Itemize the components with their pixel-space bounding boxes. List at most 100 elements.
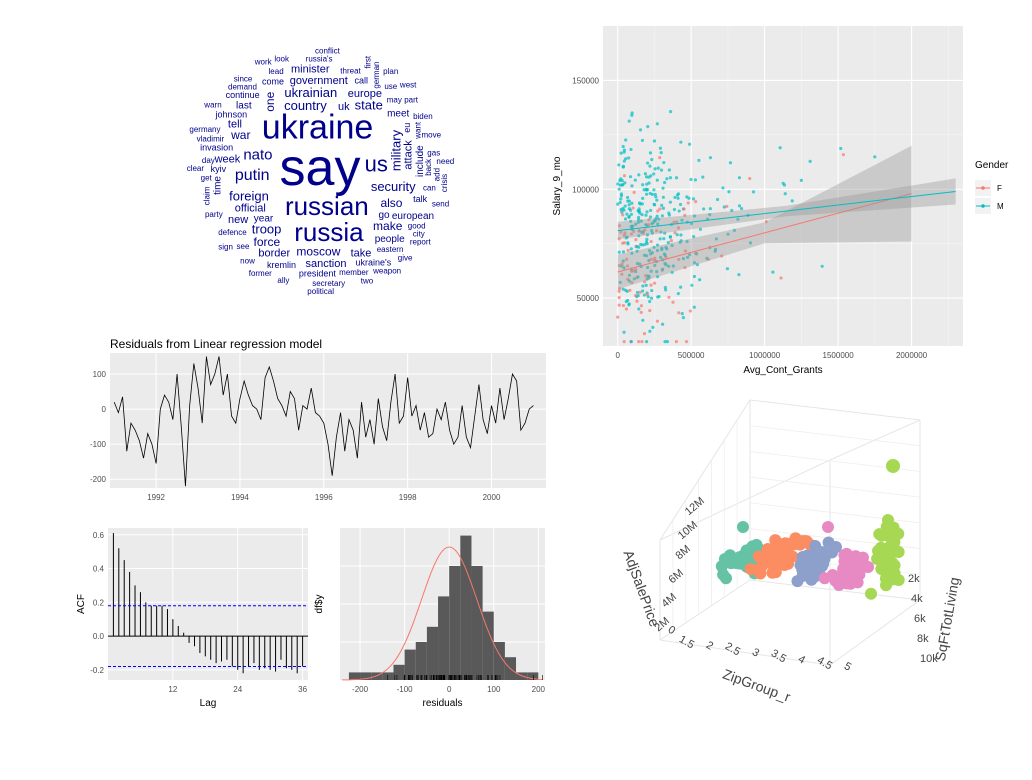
scatter-point	[702, 207, 706, 211]
scatter-point	[674, 340, 678, 344]
x-tick-label: 3	[750, 646, 761, 659]
word-since: since	[234, 74, 253, 83]
scatter-point	[648, 308, 652, 313]
scatter-point	[619, 208, 623, 212]
x-axis-label: Avg_Cont_Grants	[743, 365, 822, 376]
word-country: country	[284, 98, 327, 113]
scatter-point	[676, 196, 680, 200]
word-johnson: johnson	[215, 109, 248, 119]
x-tick-label: 2000000	[896, 351, 928, 360]
word-defence: defence	[218, 228, 247, 237]
scatter-point	[679, 233, 683, 237]
scatter-point	[679, 285, 683, 289]
scatter-point	[632, 277, 636, 281]
histogram-bar	[404, 649, 416, 680]
scatter-point	[622, 174, 627, 178]
scatter-point	[671, 300, 675, 304]
scatter-point	[618, 280, 622, 285]
scatter-point	[623, 217, 628, 221]
residual-histogram: -200 -100 0 100 200 residuals df$y	[314, 528, 546, 709]
scatter-point	[660, 268, 664, 272]
scatter-point	[730, 208, 734, 213]
word-german: german	[372, 62, 381, 89]
scatter-point	[617, 263, 621, 268]
histogram-bar	[426, 626, 439, 680]
y-tick-label: 100	[93, 370, 107, 379]
word-gas: gas	[427, 148, 440, 157]
scatter-point	[644, 213, 648, 217]
word-nato: nato	[243, 147, 272, 164]
scatter-point	[619, 151, 623, 155]
scatter-point	[625, 235, 629, 239]
word-russian: russian	[285, 191, 369, 221]
word-plan: plan	[383, 67, 398, 76]
scatter3d-point	[810, 548, 823, 561]
scatter-point	[839, 146, 843, 151]
y-tick-label: -200	[90, 475, 107, 484]
scatter-point	[659, 151, 663, 155]
word-demand: demand	[228, 83, 257, 92]
x-tick-label: 500000	[678, 351, 705, 360]
word-first: first	[364, 55, 373, 69]
word-call: call	[354, 76, 368, 86]
histogram-panel: -200 -100 0 100 200 residuals df$y	[310, 520, 550, 720]
word-russia: russia	[294, 217, 364, 247]
scatter-point	[624, 138, 628, 142]
scatter-point	[778, 146, 782, 150]
word-sanction: sanction	[305, 258, 346, 270]
scatter-point	[617, 303, 621, 307]
scatter-point	[637, 340, 641, 344]
scatter-point	[638, 290, 642, 294]
scatter-point	[617, 224, 622, 228]
x-axis-label: ZipGroup_r	[721, 666, 793, 705]
scatter-point	[640, 243, 645, 247]
scatter-point	[626, 248, 630, 253]
x-tick-label: 5	[842, 660, 853, 673]
scatter-point	[629, 340, 633, 344]
scatter-point	[653, 192, 657, 197]
scatter-point	[616, 315, 620, 319]
scatter-point	[643, 172, 647, 176]
scatter-point	[639, 304, 644, 308]
scatter-point	[617, 163, 621, 167]
scatter-point	[659, 168, 664, 172]
scatter-point	[622, 148, 627, 152]
scatter-point	[644, 192, 649, 196]
scatter-point	[621, 287, 625, 291]
plot-panel	[110, 353, 546, 488]
scatter-point	[624, 288, 628, 292]
scatter3d-point	[818, 572, 831, 585]
y-tick-label: 100000	[572, 185, 599, 194]
scatter-point	[626, 241, 630, 245]
scatter-point	[648, 191, 652, 196]
scatter-point	[658, 146, 663, 150]
word-use: use	[384, 82, 397, 91]
word-europe: europe	[348, 88, 382, 100]
scatter-point	[627, 279, 632, 283]
scatter-point	[676, 291, 680, 296]
scatter-point	[697, 158, 701, 162]
scatter-point	[649, 283, 653, 287]
word-say: say	[280, 139, 361, 197]
scatter-point	[637, 234, 641, 238]
axis-box-edge	[749, 399, 921, 421]
scatter3d-point	[842, 562, 855, 575]
x-tick-label: 1.5	[677, 633, 696, 651]
scatter-point	[658, 156, 662, 160]
word-send: send	[432, 199, 449, 208]
x-tick-label: 100	[487, 685, 501, 694]
word-ukrainian: ukrainian	[284, 85, 337, 100]
histogram-bar	[449, 566, 461, 680]
scatter-point	[799, 178, 803, 182]
scatter-point	[646, 161, 650, 165]
legend-title: Gender	[975, 160, 1009, 171]
scatter-point	[692, 214, 697, 218]
scatter-point	[647, 218, 651, 222]
histogram-bar	[471, 566, 483, 680]
scatter-point	[644, 340, 649, 344]
axis-box-edge	[749, 579, 921, 601]
scatter-point	[636, 208, 640, 213]
axis-box-edge	[659, 579, 751, 641]
scatter3d-point	[822, 536, 835, 549]
scatter-point	[630, 201, 634, 205]
